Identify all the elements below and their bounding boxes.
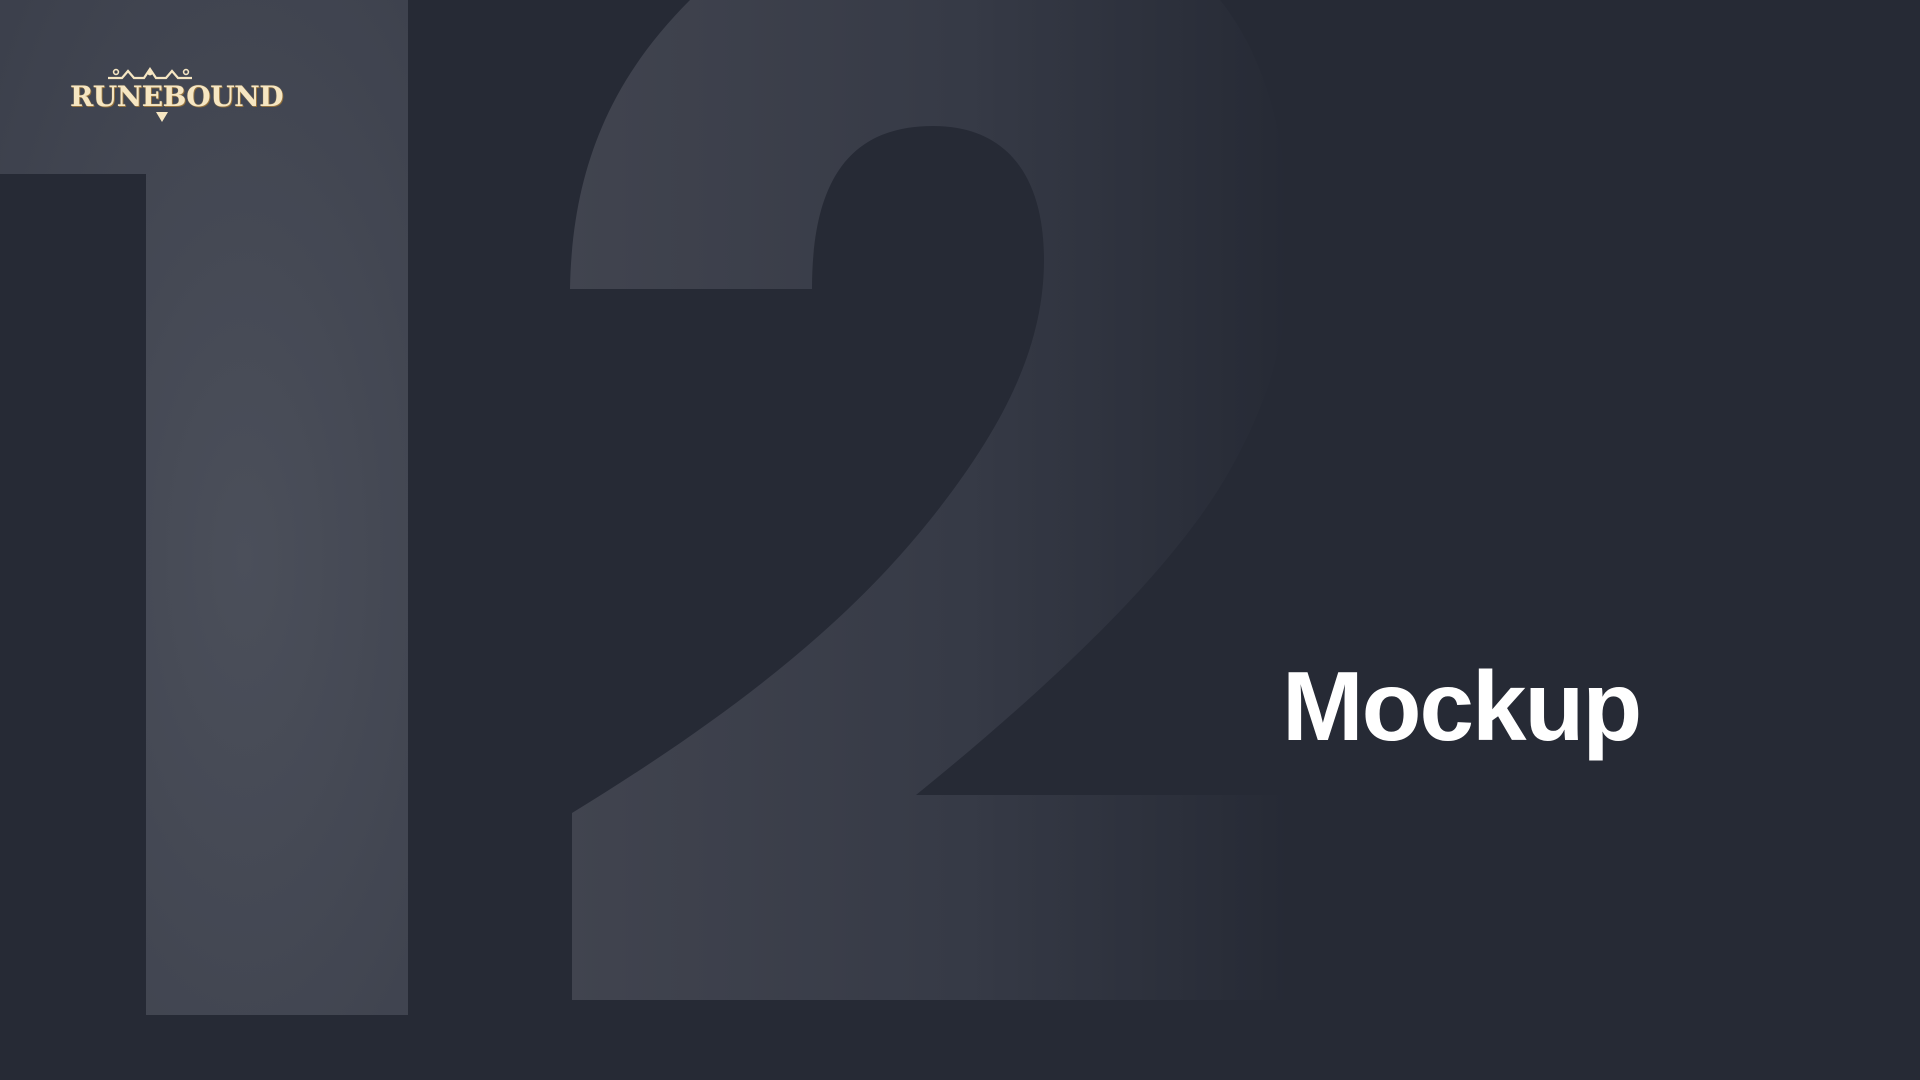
logo-wordmark: RUNEBOUND bbox=[70, 80, 284, 113]
numeral-digit-one bbox=[0, 0, 408, 1015]
crown-ornament-icon bbox=[108, 67, 192, 80]
section-title: Mockup bbox=[1282, 651, 1642, 761]
numeral-digit-two bbox=[570, 0, 1290, 1000]
logo-tail-icon bbox=[156, 112, 168, 122]
runebound-logo: RUNEBOUND bbox=[70, 64, 284, 124]
